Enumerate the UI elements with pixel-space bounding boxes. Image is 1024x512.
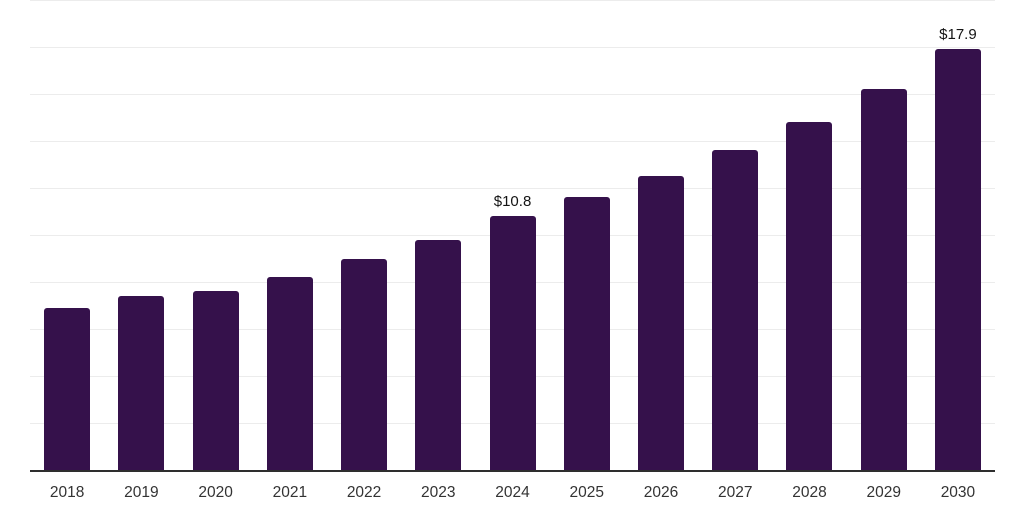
bar-slot-2030: $17.9 <box>921 0 995 470</box>
gridline <box>30 94 995 95</box>
bar-2030 <box>934 49 981 470</box>
x-axis-line <box>30 470 995 472</box>
x-axis-label-2019: 2019 <box>124 484 159 501</box>
bar-2029 <box>860 89 907 470</box>
x-axis-label-2018: 2018 <box>49 484 85 501</box>
bar-slot-2020 <box>178 0 252 470</box>
x-axis-label-2030: 2030 <box>940 484 976 501</box>
gridline <box>30 188 995 189</box>
gridline <box>30 47 995 48</box>
bar-2020 <box>192 291 239 470</box>
bar-2025 <box>563 197 610 470</box>
x-axis-label-2026: 2026 <box>643 484 679 501</box>
bar-slot-2022 <box>327 0 401 470</box>
x-axis-label-2024: 2024 <box>495 484 530 501</box>
bar-slot-2027 <box>698 0 772 470</box>
bar-2018 <box>44 307 91 470</box>
bar-slot-2023 <box>401 0 475 470</box>
bar-slot-2024: $10.8 <box>475 0 549 470</box>
bar-2019 <box>118 296 165 470</box>
bar-slot-2029 <box>847 0 921 470</box>
plot-area: $10.8 $17.9 <box>30 0 995 470</box>
x-axis-label-2023: 2023 <box>421 484 456 501</box>
bar-slot-2019 <box>104 0 178 470</box>
bar-2023 <box>415 239 462 470</box>
x-axis-label-2021: 2021 <box>272 484 308 501</box>
x-axis-label-2028: 2028 <box>792 484 827 501</box>
x-axis-label-2029: 2029 <box>866 484 901 501</box>
bar-slot-2021 <box>253 0 327 470</box>
bar-2022 <box>341 258 388 470</box>
x-axis-label-2022: 2022 <box>346 484 382 501</box>
bar-slot-2028 <box>772 0 846 470</box>
data-label-2030: $17.9 <box>939 26 977 44</box>
x-axis-labels: 2018 2019 2020 2021 2022 2023 2024 2025 2026 2027… <box>30 483 995 503</box>
gridline <box>30 0 995 1</box>
x-axis-label-2027: 2027 <box>717 484 753 501</box>
bar-slot-2018 <box>30 0 104 470</box>
bar-2028 <box>786 122 833 470</box>
bar-slot-2025 <box>550 0 624 470</box>
gridline <box>30 141 995 142</box>
bars-row: $10.8 $17.9 <box>30 0 995 470</box>
bar-slot-2026 <box>624 0 698 470</box>
bar-2026 <box>637 176 684 470</box>
data-label-2024: $10.8 <box>493 193 532 211</box>
bar-2027 <box>712 150 759 470</box>
x-axis-label-2025: 2025 <box>569 484 604 501</box>
bar-2024 <box>489 216 536 470</box>
x-axis-label-2020: 2020 <box>198 484 233 501</box>
bar-2021 <box>266 277 313 470</box>
